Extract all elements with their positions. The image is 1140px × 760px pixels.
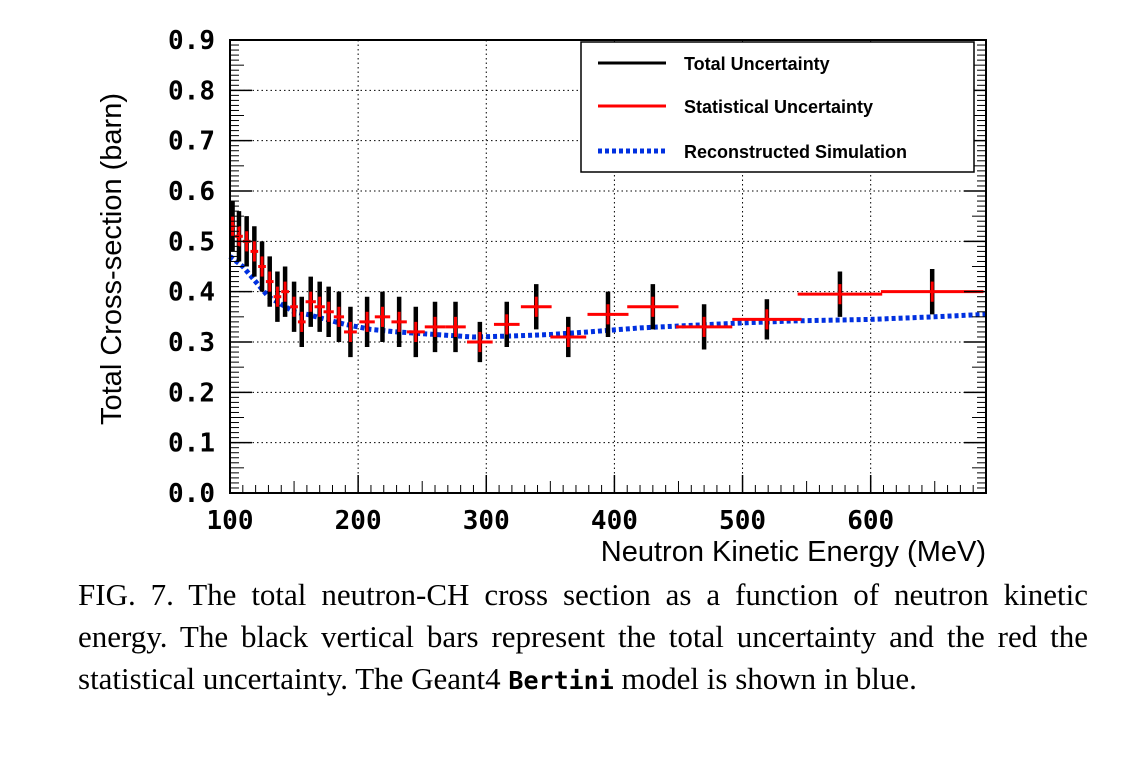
y-tick-label: 0.3 [168, 328, 215, 358]
data-point [520, 284, 552, 330]
x-tick-label: 300 [463, 506, 510, 536]
x-tick-label: 600 [847, 506, 894, 536]
data-point [797, 271, 883, 317]
data-point [250, 226, 259, 277]
data-point [333, 291, 345, 342]
y-tick-label: 0.9 [168, 26, 215, 56]
caption-model: Bertini [508, 666, 614, 695]
y-axis-title: Total Cross-section (barn) [96, 93, 128, 425]
y-tick-label: 0.8 [168, 76, 215, 106]
y-tick-label: 0.0 [168, 479, 215, 509]
data-point [344, 306, 357, 358]
legend-total-label: Total Uncertainty [684, 54, 830, 74]
data-point [406, 306, 425, 358]
data-point [732, 299, 802, 340]
x-tick-label: 400 [591, 506, 638, 536]
y-tick-labels: 0.0 0.1 0.2 0.3 0.4 0.5 0.6 0.7 0.8 0.9 [168, 26, 215, 509]
y-tick-label: 0.6 [168, 177, 215, 207]
data-point [314, 281, 325, 332]
data-point [359, 296, 375, 348]
y-tick-label: 0.2 [168, 378, 215, 408]
data-point [627, 284, 679, 330]
data-point [305, 276, 316, 327]
data-point [265, 256, 274, 307]
x-tick-label: 100 [207, 506, 254, 536]
legend-sim-label: Reconstructed Simulation [684, 142, 907, 162]
x-axis-title: Neutron Kinetic Energy (MeV) [601, 536, 986, 568]
figure-caption: FIG. 7. The total neutron-CH cross secti… [78, 574, 1088, 702]
y-tick-label: 0.1 [168, 429, 215, 459]
data-point [424, 301, 446, 353]
axis-ticks [229, 39, 986, 494]
data-point [391, 296, 407, 348]
data-point [323, 286, 334, 337]
data-point [675, 304, 733, 350]
legend: Total Uncertainty Statistical Uncertaint… [580, 41, 975, 173]
data-point [587, 291, 629, 337]
legend-stat-label: Statistical Uncertainty [684, 97, 873, 117]
y-tick-label: 0.7 [168, 127, 215, 157]
data-point [297, 296, 306, 348]
data-point [281, 266, 289, 317]
data-point [374, 291, 391, 342]
x-tick-labels: 100 200 300 400 500 600 [207, 506, 895, 536]
y-tick-label: 0.4 [168, 278, 215, 308]
data-point [493, 301, 520, 348]
x-tick-label: 500 [719, 506, 766, 536]
y-tick-label: 0.5 [168, 227, 215, 257]
data-point [467, 321, 493, 363]
data-point [273, 271, 282, 322]
caption-lead: FIG. 7. The total neutron-CH cross secti… [78, 577, 1088, 696]
data-point [258, 241, 266, 292]
data-point [290, 281, 298, 332]
data-point [550, 316, 587, 358]
data-point [445, 301, 466, 353]
x-tick-label: 200 [335, 506, 382, 536]
caption-tail: model is shown in blue. [613, 661, 917, 696]
